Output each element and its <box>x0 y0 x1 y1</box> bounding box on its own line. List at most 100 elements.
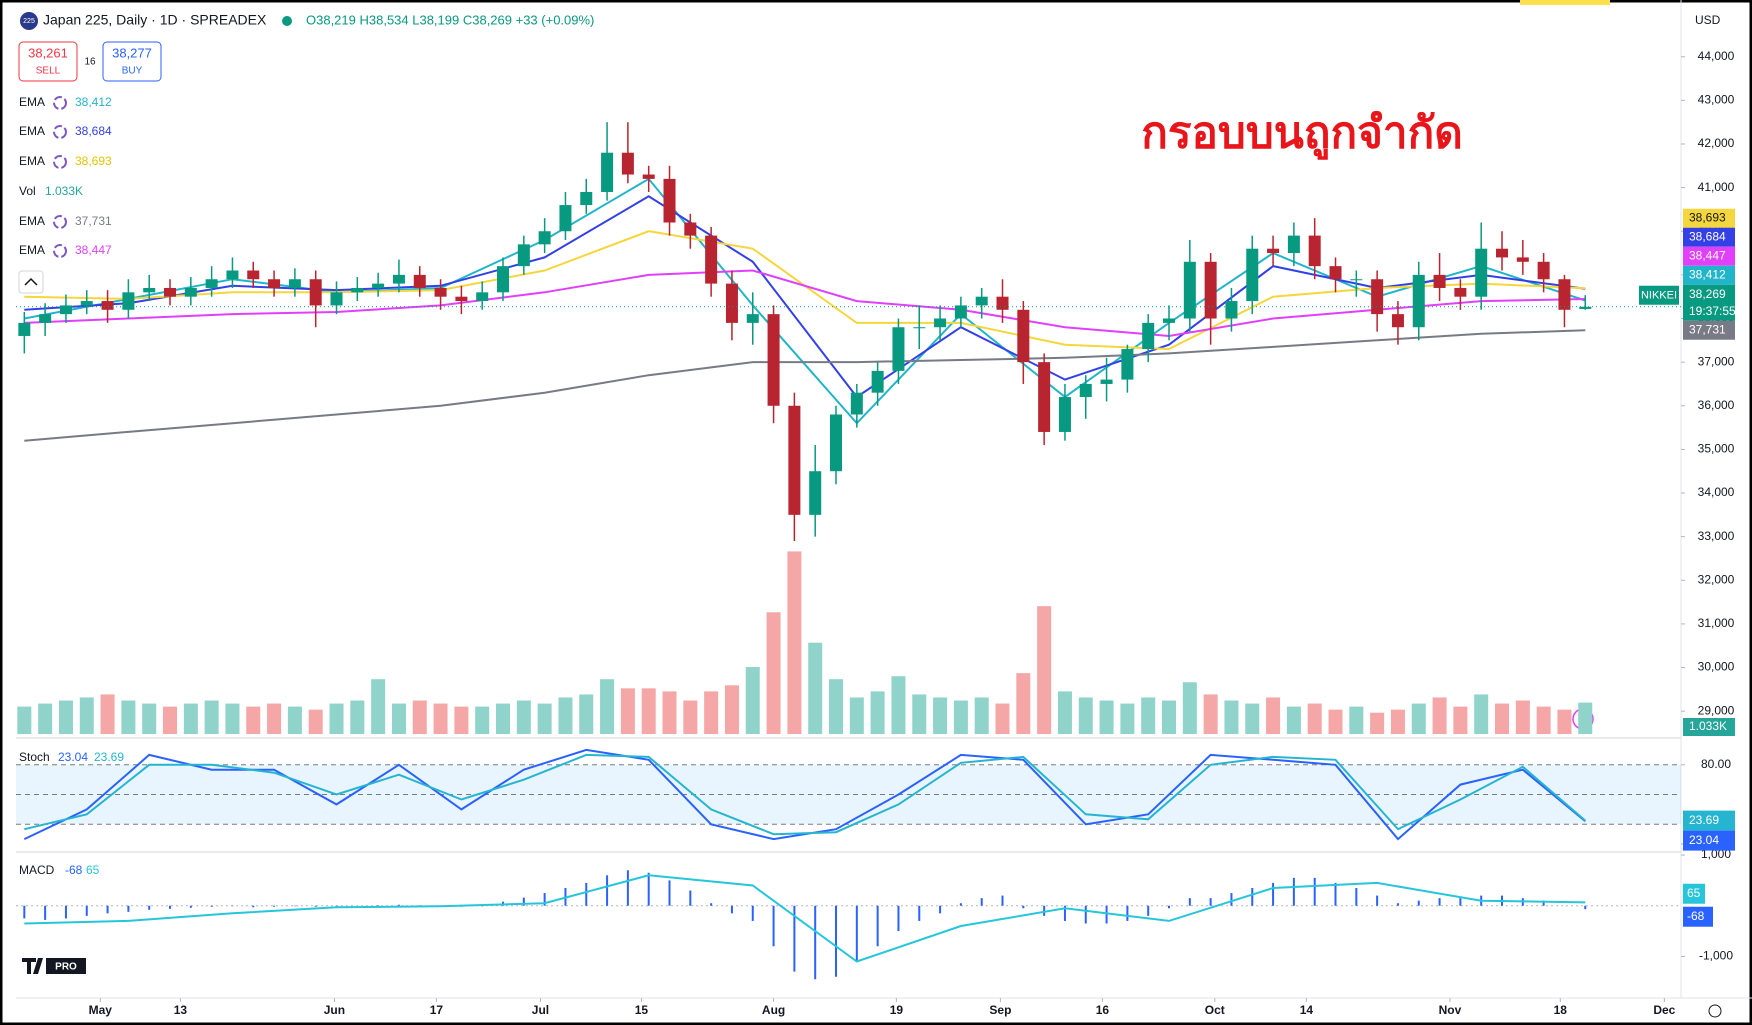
candle-body <box>1246 248 1259 302</box>
y-tick-label: 41,000 <box>1698 180 1735 194</box>
candle-body <box>663 178 676 223</box>
candle-body <box>725 283 738 323</box>
candle-body <box>59 305 72 315</box>
candle-body <box>226 270 239 280</box>
watermark: PRO <box>55 962 77 973</box>
candle-body <box>247 270 260 280</box>
legend-icon <box>53 244 67 258</box>
y-tick-label: 33,000 <box>1698 529 1735 543</box>
legend-name: EMA <box>19 154 45 168</box>
y-tick-label: 42,000 <box>1698 136 1735 150</box>
candle-body <box>288 279 301 288</box>
candle-body <box>934 318 947 328</box>
legend-icon <box>53 96 67 110</box>
x-tick-label: 17 <box>430 1003 444 1017</box>
legend-value: 65 <box>86 863 100 877</box>
candle-body <box>1287 235 1300 254</box>
candle-body <box>455 296 468 302</box>
currency[interactable]: USD <box>1695 13 1721 27</box>
volume-bar <box>787 551 802 734</box>
candle-body <box>1391 314 1404 328</box>
candle-body <box>309 279 322 306</box>
candle-body <box>39 314 52 323</box>
candle-body <box>1329 266 1342 280</box>
candle-body <box>1371 279 1384 315</box>
volume-bar <box>620 688 635 734</box>
symbol-box <box>1639 285 1679 305</box>
volume-bar <box>849 697 864 734</box>
volume-bar <box>17 706 32 734</box>
candle-body <box>1163 318 1176 323</box>
volume-bar <box>745 667 760 734</box>
volume-bar <box>1536 706 1551 734</box>
candle-body <box>1038 362 1051 432</box>
volume-bar <box>1495 703 1510 734</box>
volume-bar <box>953 700 968 734</box>
y-tick-label: 44,000 <box>1698 49 1735 63</box>
legend-value: 38,684 <box>75 124 112 138</box>
y-tick-label: 29,000 <box>1698 703 1735 717</box>
y-tick-label: 36,000 <box>1698 398 1735 412</box>
symbol-logo <box>20 12 38 30</box>
candle-body <box>892 327 905 371</box>
x-tick-label: 18 <box>1554 1003 1568 1017</box>
price-box <box>1683 208 1735 228</box>
ema-line <box>24 195 1586 399</box>
market-status <box>282 16 292 26</box>
buy-button[interactable] <box>102 41 162 82</box>
ohlc: O38,219 H38,534 L38,199 C38,269 +33 (+0.… <box>306 12 594 27</box>
candle-body <box>642 174 655 179</box>
volume-bar <box>600 679 615 734</box>
collapse-button[interactable] <box>18 270 44 294</box>
volume-bar <box>1411 703 1426 734</box>
x-tick-label: Jul <box>532 1003 549 1017</box>
price-box <box>1683 320 1735 340</box>
volume-bar <box>912 694 927 734</box>
volume-bar <box>79 697 94 734</box>
candle-body <box>164 287 177 297</box>
volume-bar <box>329 703 344 734</box>
candle-body <box>1308 235 1321 267</box>
volume-bar <box>1099 700 1114 734</box>
buy-label: BUY <box>122 66 143 77</box>
candle-body <box>1267 248 1280 254</box>
candle-body <box>1017 309 1030 363</box>
volume-bar <box>1224 700 1239 734</box>
volume-bar <box>1515 700 1530 734</box>
candle-body <box>268 279 281 288</box>
y-tick-label: 37,000 <box>1698 354 1735 368</box>
y-tick-label: 43,000 <box>1698 93 1735 107</box>
price-box-label: 38,693 <box>1689 210 1726 224</box>
volume-bar <box>891 676 906 734</box>
volume-bar <box>829 679 844 734</box>
candle-body <box>497 266 510 293</box>
legend-value: 38,412 <box>75 95 112 109</box>
volume-bar <box>1057 691 1072 734</box>
candle-body <box>1225 301 1238 319</box>
ema-line <box>24 177 1586 425</box>
price-box <box>1683 246 1735 266</box>
candle-body <box>746 314 759 323</box>
macd-box <box>1683 906 1713 927</box>
macd-box-label: 65 <box>1687 886 1701 900</box>
candle-body <box>1496 248 1509 258</box>
y-tick-label: 34,000 <box>1698 485 1735 499</box>
y-tick-label: 80.00 <box>1701 757 1731 771</box>
y-tick-label: 32,000 <box>1698 572 1735 586</box>
volume-bar <box>766 612 781 734</box>
volume-bar <box>308 709 323 734</box>
candle-body <box>1121 349 1134 380</box>
volume-bar <box>1245 703 1260 734</box>
symbol-title: Japan 225, Daily · 1D · SPREADEX <box>43 12 267 28</box>
candle-body <box>1100 379 1113 384</box>
legend-name: EMA <box>19 124 45 138</box>
volume-bar <box>142 703 157 734</box>
sell-button[interactable] <box>18 41 78 82</box>
y-tick-label: 31,000 <box>1698 616 1735 630</box>
candle-body <box>788 405 801 515</box>
volume-bar <box>1286 706 1301 734</box>
settings-icon[interactable] <box>1708 1004 1722 1018</box>
candle-body <box>871 370 884 393</box>
